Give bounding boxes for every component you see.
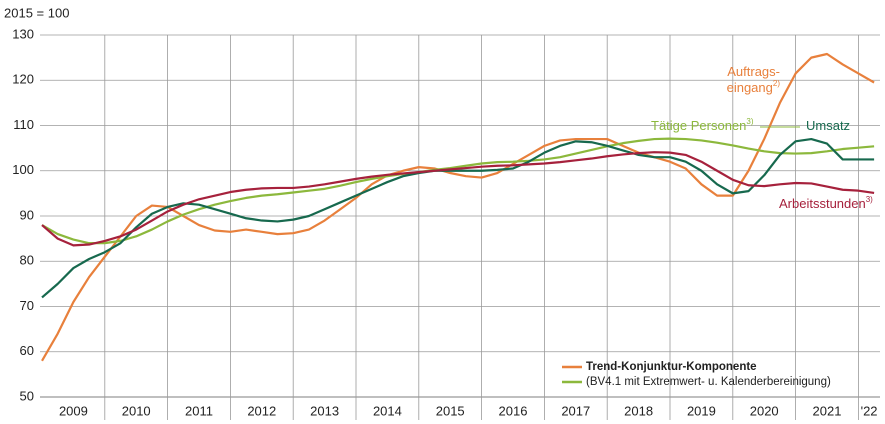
y-tick-label: 100 [12, 162, 34, 177]
x-tick-label: 2010 [122, 403, 151, 418]
y-tick-label: 90 [20, 207, 34, 222]
y-tick-label: 60 [20, 343, 34, 358]
x-tick-label: '22 [861, 403, 878, 418]
series-line [41, 137, 875, 299]
series-label-text: Auftrags- [727, 64, 780, 79]
series-label: Tätige Personen3) [651, 117, 754, 133]
x-tick-label: 2017 [561, 403, 590, 418]
x-tick-label: 2013 [310, 403, 339, 418]
x-tick-label: 2021 [813, 403, 842, 418]
x-tick-label: 2012 [247, 403, 276, 418]
y-tick-label: 50 [20, 388, 34, 403]
series-label: Arbeitsstunden3) [779, 195, 873, 211]
series-line [41, 52, 875, 362]
x-tick-label: 2011 [185, 403, 213, 418]
y-tick-label: 120 [12, 72, 34, 87]
series-label: eingang2) [727, 79, 781, 95]
legend-label: Trend-Konjunktur-Komponente [586, 361, 757, 373]
series-label-text: Tätige Personen [651, 118, 746, 133]
legend-label: (BV4.1 mit Extremwert- u. Kalenderberein… [586, 376, 831, 388]
y-tick-label: 80 [20, 253, 34, 268]
series-footnote: 2) [773, 79, 780, 88]
x-tick-label: 2020 [750, 403, 779, 418]
x-tick-label: 2019 [687, 403, 716, 418]
x-tick-label: 2016 [499, 403, 528, 418]
series-line [41, 151, 875, 247]
series-label: Umsatz [806, 118, 850, 133]
series-footnote: 3) [866, 195, 873, 204]
y-tick-label: 110 [13, 117, 34, 132]
x-tick-label: 2009 [59, 403, 88, 418]
series-footnote: 3) [746, 117, 753, 126]
series-label: Auftrags- [727, 64, 780, 79]
y-tick-label: 70 [20, 298, 34, 313]
series-label-text: eingang [727, 80, 773, 95]
x-tick-label: 2015 [436, 403, 465, 418]
x-tick-label: 2014 [373, 403, 402, 418]
series-line [41, 137, 875, 245]
series-label-text: Umsatz [806, 118, 850, 133]
unit-label: 2015 = 100 [4, 5, 69, 20]
y-tick-label: 130 [12, 26, 34, 41]
series-label-text: Arbeitsstunden [779, 196, 866, 211]
x-tick-label: 2018 [624, 403, 653, 418]
